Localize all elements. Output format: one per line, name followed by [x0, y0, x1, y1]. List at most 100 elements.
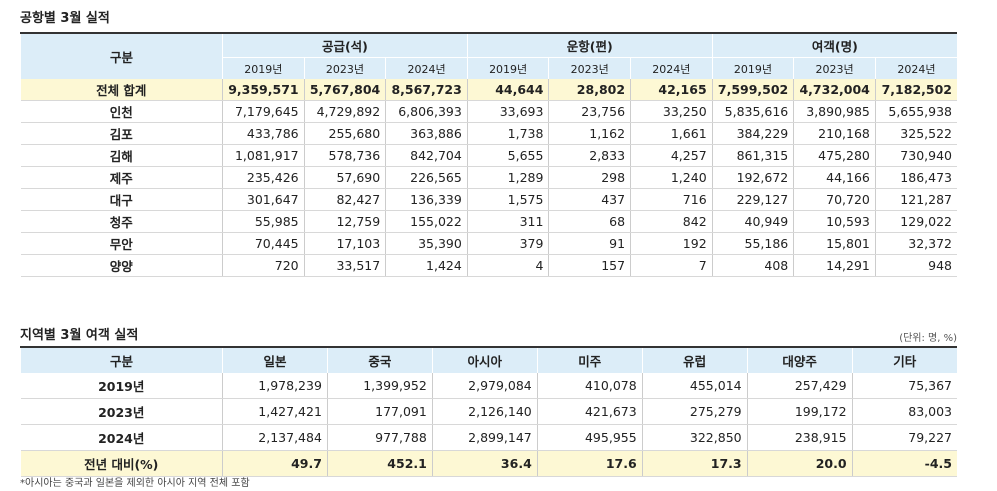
- cell: 275,279: [641, 398, 748, 425]
- cell: 121,287: [874, 188, 957, 211]
- cell: 842: [630, 210, 713, 233]
- row-label: 2024년: [20, 424, 223, 451]
- header-cell: 아시아: [431, 347, 538, 373]
- header-row: 구분 공급(석) 운항(편) 여객(명): [20, 33, 957, 79]
- table-row: 2019년 1,978,239 1,399,952 2,979,084 410,078 4…: [20, 373, 957, 399]
- cell: 1,661: [630, 122, 713, 145]
- table-row: 김포 433,786 255,680 363,886 1,738 1,162 1,661 38…: [20, 122, 957, 145]
- table-row: 2023년 1,427,421 177,091 2,126,140 421,673 275…: [20, 398, 957, 425]
- cell: 35,390: [385, 232, 468, 255]
- cell: 861,315: [711, 144, 794, 167]
- cell: 210,168: [793, 122, 876, 145]
- cell: 4,729,892: [303, 100, 386, 123]
- cell: 226,565: [385, 166, 468, 189]
- header-row: 구분 일본 중국 아시아 미주 유럽 대양주 기타: [20, 347, 957, 373]
- cell: 1,738: [466, 122, 549, 145]
- cell: 12,759: [303, 210, 386, 233]
- cell: 257,429: [746, 373, 853, 399]
- cell: 6,806,393: [385, 100, 468, 123]
- year-header: 2019년: [222, 57, 305, 79]
- table-row: 김해 1,081,917 578,736 842,704 5,655 2,833 4,257…: [20, 144, 957, 167]
- cell: 36.4: [431, 450, 538, 477]
- cell: 1,424: [385, 254, 468, 277]
- cell: 238,915: [746, 424, 853, 451]
- cell: 842,704: [385, 144, 468, 167]
- table-row: 전체 합계 9,359,571 5,767,804 8,567,723 44,644 28…: [20, 79, 957, 101]
- cell: 322,850: [641, 424, 748, 451]
- airport-table: 구분 공급(석) 운항(편) 여객(명) 2019년 2023년 2024년 2019년 202…: [20, 32, 957, 277]
- cell: 8,567,723: [385, 79, 468, 101]
- year-header: 2024년: [630, 57, 713, 79]
- cell: 410,078: [536, 373, 643, 399]
- cell: 33,517: [303, 254, 386, 277]
- cell: 7,599,502: [711, 79, 794, 101]
- cell: 1,081,917: [222, 144, 305, 167]
- cell: 2,833: [548, 144, 631, 167]
- cell: 1,240: [630, 166, 713, 189]
- cell: 5,767,804: [303, 79, 386, 101]
- year-header: 2023년: [548, 57, 631, 79]
- cell: 384,229: [711, 122, 794, 145]
- cell: 83,003: [851, 398, 957, 425]
- row-label: 2023년: [20, 398, 223, 425]
- cell: 1,399,952: [326, 373, 433, 399]
- cell: 421,673: [536, 398, 643, 425]
- cell: 70,720: [793, 188, 876, 211]
- cell: 3,890,985: [793, 100, 876, 123]
- cell: 33,250: [630, 100, 713, 123]
- header-cell: 중국: [326, 347, 433, 373]
- table-row: 제주 235,426 57,690 226,565 1,289 298 1,240 192,6…: [20, 166, 957, 189]
- cell: 129,022: [874, 210, 957, 233]
- cell: 4,732,004: [793, 79, 876, 101]
- cell: 5,655: [466, 144, 549, 167]
- cell: -4.5: [851, 450, 957, 477]
- cell: 716: [630, 188, 713, 211]
- cell: 10,593: [793, 210, 876, 233]
- row-label: 전년 대비(%): [20, 450, 223, 477]
- cell: 325,522: [874, 122, 957, 145]
- year-header: 2019년: [466, 57, 549, 79]
- cell: 177,091: [326, 398, 433, 425]
- cell: 1,978,239: [222, 373, 328, 399]
- cell: 4: [466, 254, 549, 277]
- cell: 5,835,616: [711, 100, 794, 123]
- cell: 68: [548, 210, 631, 233]
- cell: 301,647: [222, 188, 305, 211]
- cell: 75,367: [851, 373, 957, 399]
- cell: 192: [630, 232, 713, 255]
- cell: 4,257: [630, 144, 713, 167]
- cell: 229,127: [711, 188, 794, 211]
- table-row: 전년 대비(%) 49.7 452.1 36.4 17.6 17.3 20.0 -4.5: [20, 450, 957, 477]
- row-label: 김포: [20, 122, 223, 145]
- cell: 155,022: [385, 210, 468, 233]
- group-header: 여객(명): [711, 33, 957, 58]
- cell: 70,445: [222, 232, 305, 255]
- cell: 235,426: [222, 166, 305, 189]
- header-cell: 구분: [20, 347, 223, 373]
- cell: 363,886: [385, 122, 468, 145]
- cell: 433,786: [222, 122, 305, 145]
- unit-note: (단위: 명, %): [899, 333, 957, 344]
- cell: 2,899,147: [431, 424, 538, 451]
- cell: 44,644: [466, 79, 549, 101]
- group-header: 운항(편): [466, 33, 713, 58]
- cell: 82,427: [303, 188, 386, 211]
- header-cell: 기타: [851, 347, 957, 373]
- cell: 42,165: [630, 79, 713, 101]
- cell: 1,427,421: [222, 398, 328, 425]
- cell: 437: [548, 188, 631, 211]
- region-table: 구분 일본 중국 아시아 미주 유럽 대양주 기타 2019년 1,978,239 1,399,95…: [20, 346, 957, 477]
- cell: 79,227: [851, 424, 957, 451]
- header-cell: 유럽: [641, 347, 748, 373]
- cell: 720: [222, 254, 305, 277]
- year-header: 2019년: [711, 57, 794, 79]
- cell: 255,680: [303, 122, 386, 145]
- row-label: 김해: [20, 144, 223, 167]
- header-cell: 미주: [536, 347, 643, 373]
- cell: 23,756: [548, 100, 631, 123]
- header-cell: 구분: [20, 33, 223, 79]
- cell: 20.0: [746, 450, 853, 477]
- cell: 57,690: [303, 166, 386, 189]
- cell: 14,291: [793, 254, 876, 277]
- cell: 17.6: [536, 450, 643, 477]
